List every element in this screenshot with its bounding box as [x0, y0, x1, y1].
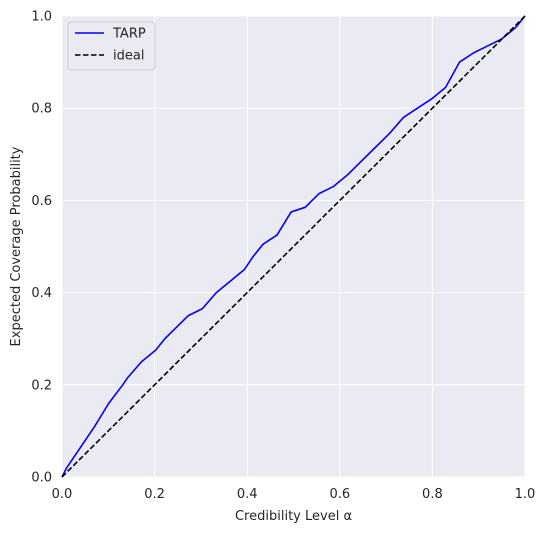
grid — [61, 15, 526, 478]
legend-box — [67, 21, 156, 71]
y-tick-label-2: 0.4 — [31, 286, 52, 301]
y-tick-label-0: 0.0 — [31, 471, 52, 486]
x-tick-label-3: 0.6 — [329, 487, 350, 502]
tick-labels: 0.0 0.2 0.4 0.6 0.8 1.0 0.0 0.2 0.4 0.6 0.8 1.0 — [31, 10, 535, 503]
x-tick-label-4: 0.8 — [422, 487, 443, 502]
series-lines — [61, 15, 526, 478]
y-axis-label: Expected Coverage Probability — [9, 146, 24, 346]
y-tick-label-3: 0.6 — [31, 194, 52, 209]
x-tick-label-1: 0.2 — [144, 487, 165, 502]
legend-label-ideal: ideal — [113, 49, 144, 64]
x-tick-label-0: 0.0 — [52, 487, 73, 502]
y-tick-label-4: 0.8 — [31, 102, 52, 117]
x-tick-label-2: 0.4 — [237, 487, 258, 502]
x-tick-label-5: 1.0 — [515, 487, 536, 502]
y-tick-label-5: 1.0 — [31, 10, 52, 25]
x-axis-label: Credibility Level α — [235, 509, 352, 524]
series-line-ideal — [61, 15, 526, 478]
series-line-tarp — [61, 15, 526, 478]
y-tick-label-1: 0.2 — [31, 378, 52, 393]
legend: TARP ideal — [67, 21, 156, 71]
legend-label-tarp: TARP — [112, 27, 146, 42]
